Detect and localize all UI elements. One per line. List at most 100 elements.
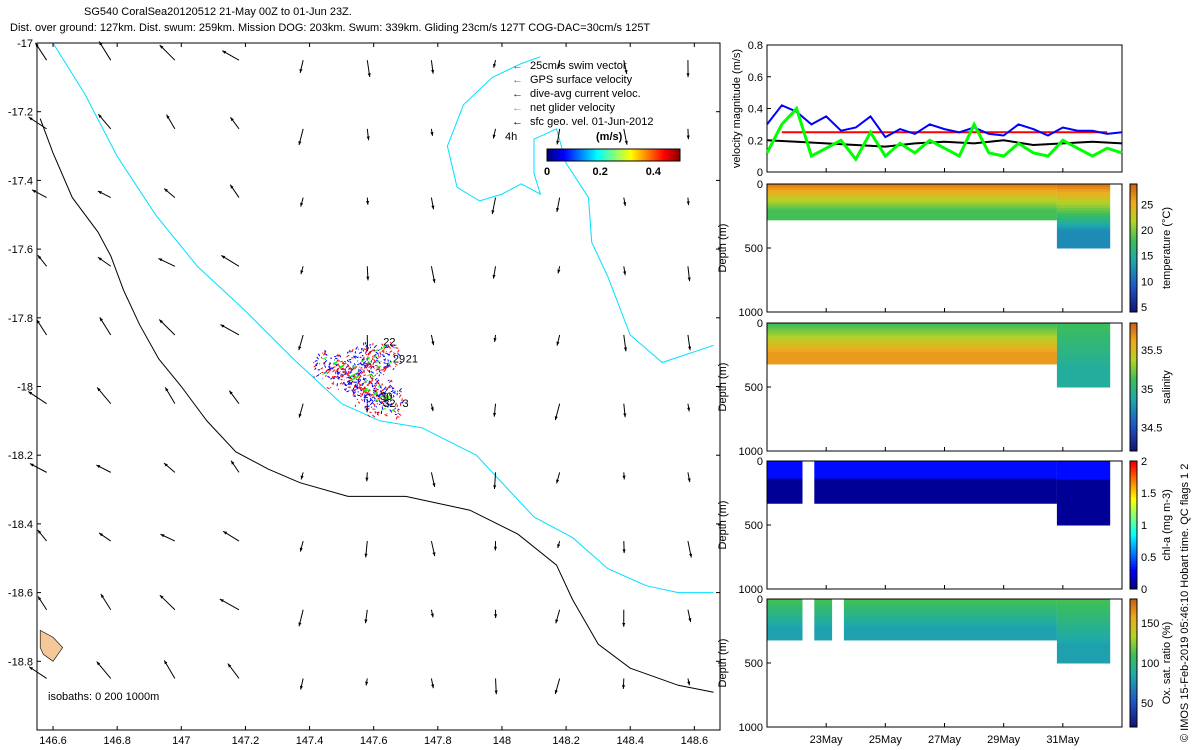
section-cell xyxy=(843,607,1057,610)
section-colorbar-cell xyxy=(1130,611,1137,615)
swim-vector xyxy=(369,380,373,384)
swim-vector xyxy=(337,364,341,368)
section-colorbar-cell xyxy=(1130,537,1137,541)
sfc-velocity-arrowhead xyxy=(96,465,101,469)
legend-arrow: ← xyxy=(512,102,523,114)
section-cell xyxy=(767,198,1057,201)
section-colorbar-cell xyxy=(1130,384,1137,388)
section-cell xyxy=(1056,333,1111,337)
colorbar-cell xyxy=(661,149,663,161)
colorbar-cell xyxy=(550,149,552,161)
legend-label: dive-avg current veloc. xyxy=(530,88,641,100)
colorbar-cell xyxy=(619,149,621,161)
colorbar-cell xyxy=(616,149,618,161)
section-colorbar-cell xyxy=(1130,448,1137,452)
section-cell xyxy=(767,362,1057,365)
section-ytick-label: 0 xyxy=(757,318,763,330)
swim-vector xyxy=(388,364,391,367)
colorbar-cell xyxy=(595,149,597,161)
section-cell xyxy=(814,602,833,605)
colorbar-cell xyxy=(678,149,680,161)
net-velocity-vector xyxy=(322,356,327,360)
sfc-velocity-arrowhead xyxy=(231,460,235,465)
colorbar-cell xyxy=(668,149,670,161)
colorbar-cell xyxy=(618,149,620,161)
colorbar-cell xyxy=(597,149,599,161)
section-cell xyxy=(767,501,803,504)
colorbar-cell xyxy=(585,149,587,161)
section-cell xyxy=(1056,657,1111,661)
net-velocity-vector xyxy=(382,394,388,398)
section-colorbar-cell xyxy=(1130,366,1137,370)
dac-vector xyxy=(383,362,386,364)
swim-vector xyxy=(361,368,364,370)
section-colorbar-cell xyxy=(1130,235,1137,239)
section-colorbar-cell xyxy=(1130,358,1137,362)
section-colorbar-cell xyxy=(1130,647,1137,651)
net-velocity-vector xyxy=(372,391,378,395)
section-cell xyxy=(1056,660,1111,664)
net-velocity-vector xyxy=(366,373,372,377)
sfc-velocity-arrowhead xyxy=(99,317,103,322)
swim-vector xyxy=(346,354,350,358)
dac-vector xyxy=(372,365,375,368)
section-cell xyxy=(767,201,1057,204)
swim-vector xyxy=(332,369,336,373)
section-colorbar-cell xyxy=(1130,407,1137,411)
colorbar-cell xyxy=(561,149,563,161)
sfc-velocity-arrowhead xyxy=(623,413,627,418)
swim-vector xyxy=(372,349,375,351)
swim-vector xyxy=(384,414,388,417)
section-cell xyxy=(767,341,1057,344)
swim-vector xyxy=(351,349,354,353)
colorbar-cell xyxy=(645,149,647,161)
section-colorbar-cell xyxy=(1130,356,1137,360)
swim-vector xyxy=(361,392,364,396)
sfc-velocity-arrowhead xyxy=(299,547,303,552)
section-ytick-label: 1000 xyxy=(739,722,763,734)
section-cell xyxy=(814,619,833,622)
section-colorbar-cell xyxy=(1130,517,1137,521)
section-colorbar-cell xyxy=(1130,525,1137,529)
net-velocity-vector xyxy=(348,374,354,378)
section-colorbar-cell xyxy=(1130,230,1137,234)
dac-vector xyxy=(344,383,348,387)
section-cell xyxy=(814,622,833,626)
section-cell xyxy=(843,636,1057,639)
map-xtick-label: 147 xyxy=(172,735,190,747)
section-cell xyxy=(814,462,1057,466)
section-colorbar-tick-label: 35 xyxy=(1141,384,1153,396)
sfc-velocity-arrowhead xyxy=(555,619,559,624)
swim-vector xyxy=(368,351,371,354)
sfc-velocity-arrowhead xyxy=(298,622,302,627)
colorbar-cell xyxy=(630,149,632,161)
section-colorbar-cell xyxy=(1130,481,1137,485)
section-colorbar-cell xyxy=(1130,714,1137,718)
section-cell xyxy=(1056,363,1111,367)
colorbar-cell xyxy=(560,149,562,161)
section-colorbar-cell xyxy=(1130,560,1137,564)
section-cell xyxy=(843,624,1057,627)
day-label: 21 xyxy=(406,353,418,365)
section-colorbar-cell xyxy=(1130,191,1137,195)
section-cell xyxy=(767,346,1057,350)
dac-vector xyxy=(364,341,367,345)
section-colorbar-cell xyxy=(1130,711,1137,715)
dac-vector xyxy=(360,347,364,350)
section-cell xyxy=(1056,482,1111,486)
section-cell xyxy=(767,636,803,639)
section-colorbar-cell xyxy=(1130,209,1137,213)
section-colorbar-tick-label: 20 xyxy=(1141,225,1153,237)
dac-vector xyxy=(353,391,357,395)
section-colorbar-cell xyxy=(1130,476,1137,480)
colorbar-cell xyxy=(626,149,628,161)
dac-vector xyxy=(378,370,381,373)
dac-vector xyxy=(383,392,387,395)
section-colorbar-tick-label: 5 xyxy=(1141,302,1147,314)
dac-vector xyxy=(374,390,377,393)
section-cell xyxy=(1056,485,1111,489)
sfc-velocity-arrowhead xyxy=(431,205,435,210)
dac-vector xyxy=(376,379,380,384)
colorbar-cell xyxy=(610,149,612,161)
colorbar-cell xyxy=(607,149,609,161)
